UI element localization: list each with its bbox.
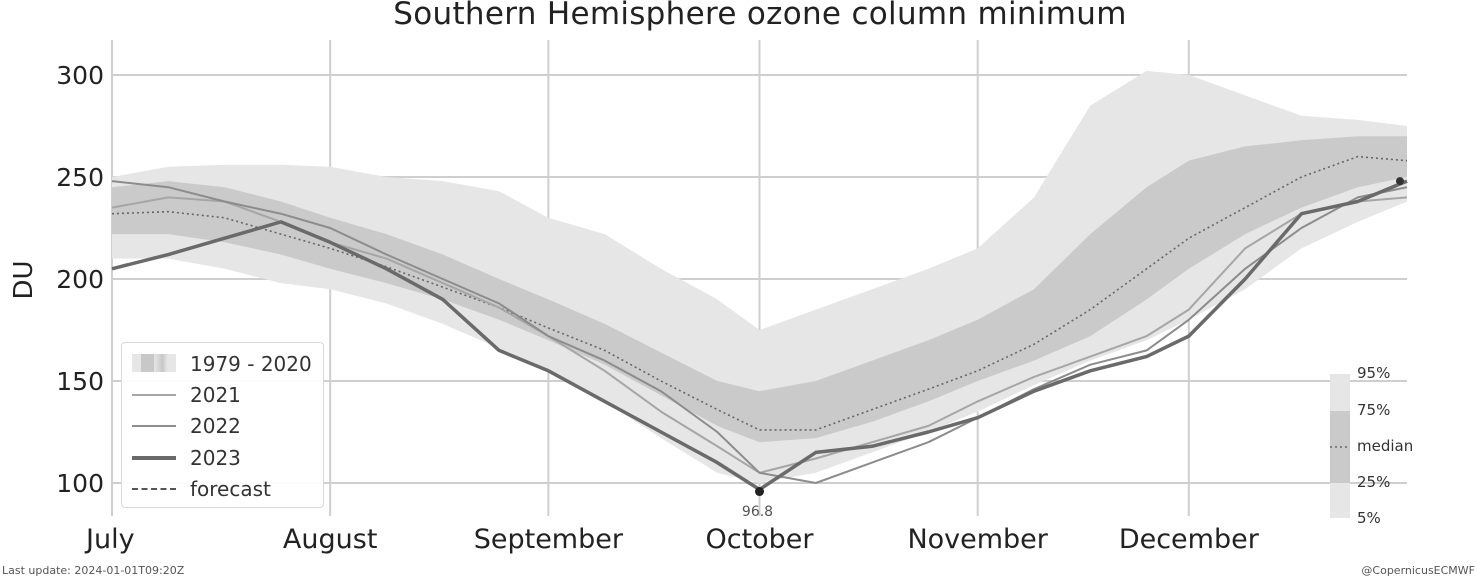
x-tick-label: September — [474, 524, 624, 555]
x-tick-labels: July August September October November Decemb… — [84, 524, 1260, 555]
legend-swatch-forecast — [132, 488, 176, 490]
minimum-label: 96.8 — [742, 504, 773, 520]
x-tick-label: October — [705, 524, 814, 555]
legend-swatch-2021 — [132, 394, 176, 396]
legend-label: 1979 - 2020 — [190, 352, 312, 376]
series-line-2022 — [111, 180, 1408, 484]
legend-label: 2022 — [190, 414, 241, 438]
band-5-95 — [112, 70, 1407, 484]
y-tick-label: 100 — [56, 469, 104, 498]
y-tick-label: 250 — [56, 163, 104, 192]
legend-swatch-2023 — [132, 456, 176, 460]
y-tick-label: 200 — [56, 265, 104, 294]
key-swatch-upper — [1330, 374, 1350, 411]
y-tick-labels: 100 150 200 250 300 — [56, 61, 104, 498]
percentile-key-label: 95% — [1357, 364, 1390, 382]
percentile-key-label: median — [1357, 437, 1413, 455]
legend-label: 2021 — [190, 383, 241, 407]
legend-item-2023: 2023 — [122, 445, 323, 471]
y-tick-label: 150 — [56, 367, 104, 396]
x-tick-label: November — [907, 524, 1048, 555]
percentile-bands — [111, 70, 1408, 484]
forecast-point — [1395, 177, 1404, 186]
legend-swatch-band — [132, 354, 176, 372]
legend-item-forecast: forecast — [122, 476, 323, 502]
credit-text: @CopernicusECMWF — [1361, 564, 1475, 577]
key-swatch-lower — [1330, 483, 1350, 518]
x-tick-label: December — [1119, 524, 1260, 555]
legend-item-2021: 2021 — [122, 382, 323, 408]
legend-item-2022: 2022 — [122, 413, 323, 439]
legend-label: 2023 — [190, 446, 241, 470]
y-axis-label: DU — [9, 260, 39, 299]
legend-item-climatology: 1979 - 2020 — [122, 351, 323, 377]
x-tick-label: July — [84, 524, 135, 555]
minimum-point — [755, 487, 764, 497]
y-tick-label: 300 — [56, 61, 104, 90]
minimum-annotation: 96.8 — [742, 487, 773, 520]
legend-swatch-2022 — [132, 425, 176, 427]
x-tick-label: August — [283, 524, 378, 555]
band-25-75 — [112, 136, 1407, 443]
legend: 1979 - 2020 2021 2022 2023 forecast — [121, 342, 324, 508]
last-update-text: Last update: 2024-01-01T09:20Z — [2, 564, 185, 577]
chart-title: Southern Hemisphere ozone column minimum — [393, 0, 1127, 32]
percentile-key-label: 25% — [1357, 473, 1390, 491]
percentile-key: 95% 75% median 25% 5% — [1330, 364, 1413, 527]
legend-label: forecast — [190, 477, 271, 501]
percentile-key-label: 5% — [1357, 509, 1381, 527]
percentile-key-label: 75% — [1357, 401, 1390, 419]
